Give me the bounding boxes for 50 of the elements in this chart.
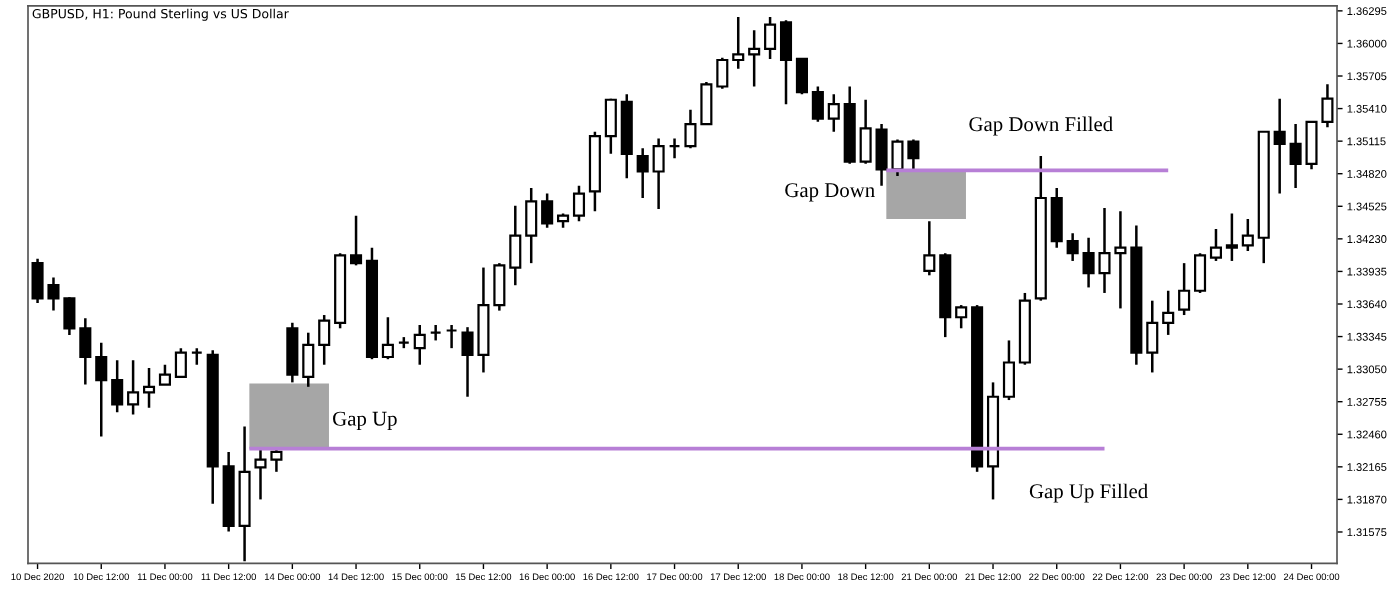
candlestick xyxy=(429,323,442,342)
candlestick xyxy=(302,331,315,389)
candlestick xyxy=(604,97,617,156)
candlestick xyxy=(95,341,108,438)
candlestick xyxy=(318,313,331,366)
candlestick xyxy=(859,98,872,166)
candlestick xyxy=(716,56,729,90)
candlestick xyxy=(79,317,92,386)
candlestick xyxy=(572,184,586,223)
candlestick xyxy=(174,346,187,380)
candlestick xyxy=(652,137,665,211)
candlestick xyxy=(1194,251,1207,295)
candlestick xyxy=(525,186,538,265)
candlestick xyxy=(1178,261,1191,317)
candlestick xyxy=(811,85,824,124)
candlestick xyxy=(541,192,554,230)
candlestick xyxy=(827,92,840,134)
candlestick xyxy=(111,359,124,414)
candlestick xyxy=(350,214,363,267)
candlestick xyxy=(286,321,299,384)
candlestick xyxy=(1225,212,1238,263)
candlestick xyxy=(955,303,968,330)
candlestick xyxy=(1050,186,1063,249)
candlestick xyxy=(127,359,140,416)
candlestick xyxy=(748,28,761,88)
candlestick xyxy=(1209,227,1223,263)
candlestick xyxy=(1146,299,1159,374)
candlestick xyxy=(1066,232,1079,263)
candlestick xyxy=(445,323,458,350)
band-label: Gap Up xyxy=(333,411,397,430)
candlestick xyxy=(413,323,426,366)
candlestick xyxy=(381,315,394,361)
candlestick xyxy=(158,363,171,386)
ref-line-label: Gap Up Filled xyxy=(1029,483,1148,503)
candlestick xyxy=(1241,217,1254,253)
candlestick xyxy=(1162,289,1175,337)
candlestick xyxy=(493,261,506,312)
ref-line-label: Gap Down Filled xyxy=(969,116,1113,136)
candlestick xyxy=(795,57,808,96)
candlestick xyxy=(142,366,156,410)
candlestick xyxy=(779,19,793,106)
candlestick xyxy=(764,15,777,61)
candlestick xyxy=(732,15,745,71)
candlestick xyxy=(1273,97,1286,195)
candlestick xyxy=(636,147,649,200)
candlestick xyxy=(668,137,681,160)
candlestick xyxy=(509,204,522,287)
band-label: Gap Down xyxy=(785,183,875,202)
candlestick xyxy=(1002,339,1015,402)
candlestick xyxy=(923,219,936,277)
